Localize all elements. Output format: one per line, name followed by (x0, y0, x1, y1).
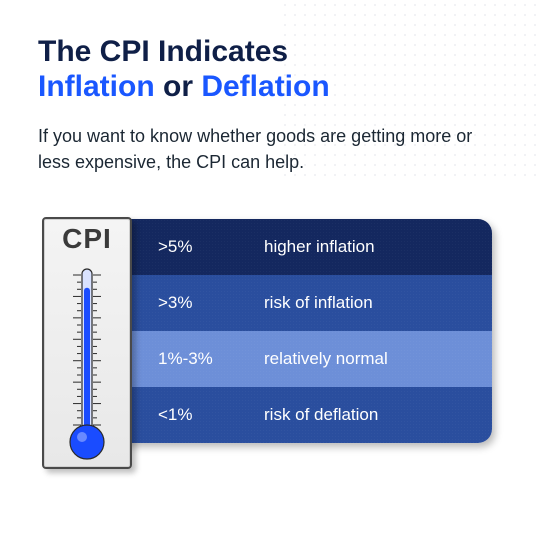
cpi-figure: >5%higher inflation>3%risk of inflation1… (38, 205, 498, 475)
cpi-gauge: CPI (42, 217, 132, 469)
band-label: relatively normal (264, 349, 388, 369)
band-label: risk of deflation (264, 405, 378, 425)
heading-line-1: The CPI Indicates (38, 34, 502, 69)
cpi-band: 1%-3%relatively normal (112, 331, 492, 387)
thermometer-icon (62, 263, 112, 461)
cpi-bands-card: >5%higher inflation>3%risk of inflation1… (112, 219, 492, 443)
gauge-label: CPI (44, 223, 130, 255)
main-heading: The CPI Indicates Inflation or Deflation (38, 34, 502, 105)
heading-deflation: Deflation (201, 70, 329, 103)
band-percent: >3% (158, 293, 264, 313)
heading-inflation: Inflation (38, 70, 155, 103)
cpi-band: <1%risk of deflation (112, 387, 492, 443)
band-label: risk of inflation (264, 293, 373, 313)
cpi-band: >3%risk of inflation (112, 275, 492, 331)
band-label: higher inflation (264, 237, 375, 257)
sub-heading: If you want to know whether goods are ge… (38, 123, 478, 175)
cpi-band: >5%higher inflation (112, 219, 492, 275)
band-percent: <1% (158, 405, 264, 425)
band-percent: >5% (158, 237, 264, 257)
heading-or: or (155, 70, 202, 103)
heading-line-2: Inflation or Deflation (38, 69, 502, 104)
band-percent: 1%-3% (158, 349, 264, 369)
infographic-container: The CPI Indicates Inflation or Deflation… (0, 0, 540, 475)
